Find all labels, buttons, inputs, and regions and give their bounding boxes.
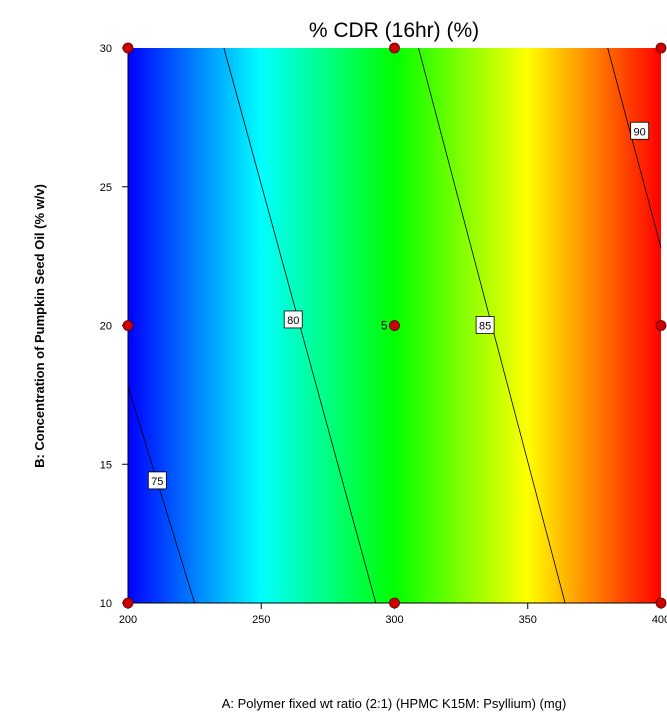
design-point: [122, 320, 134, 331]
y-axis-label: B: Concentration of Pumpkin Seed Oil (% …: [32, 184, 47, 468]
y-tick-label: 30: [100, 43, 112, 55]
design-point: [655, 42, 667, 54]
contour-label-box: [283, 310, 303, 329]
design-point-label: 5: [381, 319, 388, 333]
design-point: [389, 42, 400, 54]
x-tick-label: 250: [252, 614, 270, 626]
design-point: [389, 320, 400, 331]
y-tick-label: 25: [100, 182, 112, 194]
design-point: [389, 597, 400, 609]
x-tick-label: 300: [385, 614, 403, 626]
x-tick-label: 400: [652, 614, 667, 626]
contour-lines: 75 80 85 90: [127, 47, 662, 604]
y-tick-label: 10: [100, 598, 112, 610]
design-point: [122, 42, 134, 54]
contour-label: 85: [479, 321, 491, 333]
y-tick-label: 20: [100, 321, 112, 333]
contour-label-box: [630, 121, 650, 140]
contour-line-90: [607, 47, 662, 248]
design-points: 5: [122, 42, 667, 609]
x-axis-label: A: Polymer fixed wt ratio (2:1) (HPMC K1…: [222, 696, 567, 711]
contour-line-75: [127, 386, 195, 604]
contour-label: 75: [151, 476, 163, 488]
contour-label-box: [147, 471, 167, 490]
x-tick-label: 200: [119, 614, 137, 626]
design-point: [655, 597, 667, 609]
y-tick-label: 15: [100, 459, 112, 471]
contour-label: 80: [287, 315, 299, 327]
design-point: [655, 320, 667, 331]
contour-label-box: [475, 316, 495, 334]
design-point: [122, 597, 134, 609]
chart-title: % CDR (16hr) (%): [309, 19, 479, 42]
contour-label: 90: [634, 126, 646, 138]
x-tick-label: 350: [519, 614, 537, 626]
